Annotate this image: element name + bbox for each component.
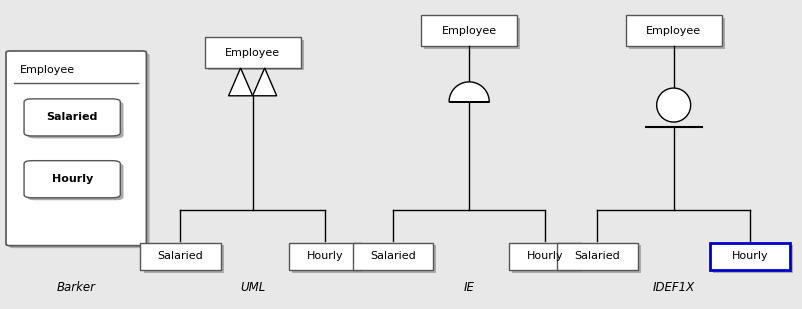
FancyBboxPatch shape — [208, 40, 304, 70]
FancyBboxPatch shape — [512, 245, 585, 273]
FancyBboxPatch shape — [9, 53, 149, 248]
Text: Employee: Employee — [646, 26, 701, 36]
FancyBboxPatch shape — [356, 245, 436, 273]
FancyBboxPatch shape — [710, 243, 790, 270]
Text: Employee: Employee — [19, 65, 75, 74]
Polygon shape — [449, 82, 489, 102]
FancyBboxPatch shape — [629, 18, 725, 49]
FancyBboxPatch shape — [24, 99, 120, 136]
FancyBboxPatch shape — [421, 15, 517, 46]
Text: Salaried: Salaried — [574, 252, 621, 261]
Text: IE: IE — [464, 281, 475, 294]
FancyBboxPatch shape — [292, 245, 364, 273]
FancyBboxPatch shape — [626, 15, 722, 46]
FancyBboxPatch shape — [289, 243, 361, 270]
Polygon shape — [657, 88, 691, 122]
Text: Hourly: Hourly — [51, 174, 93, 184]
FancyBboxPatch shape — [6, 51, 146, 246]
Text: Salaried: Salaried — [370, 252, 416, 261]
FancyBboxPatch shape — [144, 245, 224, 273]
Text: Employee: Employee — [442, 26, 496, 36]
FancyBboxPatch shape — [424, 18, 520, 49]
Text: Hourly: Hourly — [306, 252, 343, 261]
Text: Hourly: Hourly — [731, 252, 768, 261]
Text: Salaried: Salaried — [157, 252, 204, 261]
FancyBboxPatch shape — [713, 245, 793, 273]
Text: IDEF1X: IDEF1X — [653, 281, 695, 294]
FancyBboxPatch shape — [353, 243, 433, 270]
Text: Employee: Employee — [225, 48, 280, 57]
Text: UML: UML — [240, 281, 265, 294]
Text: Salaried: Salaried — [47, 112, 98, 122]
FancyBboxPatch shape — [140, 243, 221, 270]
FancyBboxPatch shape — [27, 101, 124, 138]
FancyBboxPatch shape — [205, 37, 301, 68]
FancyBboxPatch shape — [509, 243, 581, 270]
Polygon shape — [253, 68, 277, 96]
Text: Hourly: Hourly — [527, 252, 564, 261]
FancyBboxPatch shape — [24, 161, 120, 198]
FancyBboxPatch shape — [27, 163, 124, 200]
FancyBboxPatch shape — [557, 243, 638, 270]
Polygon shape — [229, 68, 253, 96]
FancyBboxPatch shape — [561, 245, 641, 273]
Text: Barker: Barker — [57, 281, 95, 294]
